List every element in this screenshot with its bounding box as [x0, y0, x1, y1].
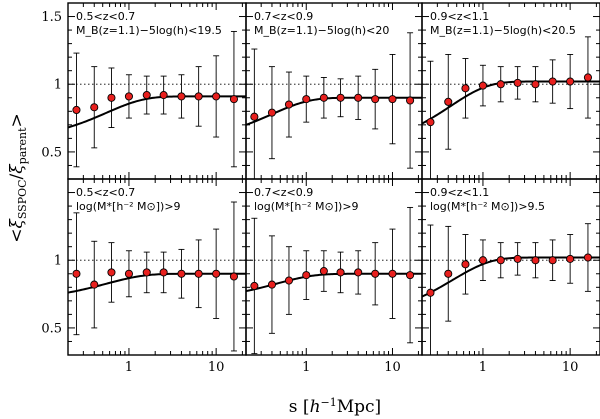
data-point [177, 269, 186, 278]
data-point [478, 81, 487, 90]
data-point [90, 103, 99, 112]
y-axis-title: <ξSSPOC/ξparent> [7, 113, 29, 243]
y-tick-label: 1 [54, 78, 62, 93]
data-point [354, 93, 363, 102]
data-point [267, 108, 277, 117]
data-point [354, 268, 363, 277]
data-point [371, 269, 380, 278]
data-point [302, 271, 311, 280]
data-point [426, 288, 435, 297]
data-point [583, 253, 592, 262]
data-point [336, 268, 345, 277]
data-point [513, 254, 522, 263]
data-point [124, 269, 133, 278]
data-point [159, 268, 168, 277]
x-tick-label: 1 [302, 360, 310, 375]
y-tick-label: 0.5 [41, 145, 62, 160]
data-point [212, 269, 221, 278]
panel-label-selection: log(M*[h⁻² M⊙])>9 [254, 200, 359, 213]
data-point [212, 92, 221, 101]
data-point [142, 268, 151, 277]
data-point [107, 93, 116, 102]
data-point [461, 84, 470, 93]
panel-label-selection: M_B(z=1.1)−5log(h)<20.5 [430, 24, 576, 37]
data-point [194, 92, 203, 101]
x-tick-label: 1 [125, 360, 133, 375]
x-tick-label: 10 [384, 360, 401, 375]
data-point [229, 95, 238, 104]
panel-frame [421, 178, 600, 356]
data-point [548, 77, 557, 86]
data-point [388, 269, 397, 278]
panel-label-range: 0.9<z<1.1 [430, 186, 489, 199]
data-point [250, 281, 259, 291]
data-point [371, 95, 380, 104]
data-point [194, 269, 203, 278]
data-point [124, 92, 133, 101]
panel-label-range: 0.5<z<0.7 [76, 10, 135, 23]
data-point [406, 96, 415, 105]
panel-label-selection: M_B(z=1.1)−5log(h)<20 [254, 24, 389, 37]
data-point [444, 97, 453, 106]
data-point [531, 256, 540, 265]
panel-label-range: 0.5<z<0.7 [76, 186, 135, 199]
x-tick-label: 10 [208, 360, 225, 375]
panel-label-range: 0.7<z<0.9 [254, 10, 313, 23]
x-tick-label: 1 [479, 360, 487, 375]
data-point [496, 256, 505, 265]
panel-1: 0.5 1 1.5 0.5<z<0.7M_B(z=1.1)−5log(h)<19.5 [41, 2, 247, 180]
panel-label-selection: log(M*[h⁻² M⊙])>9.5 [430, 200, 545, 213]
data-point [319, 93, 328, 102]
data-point [336, 93, 345, 102]
data-point [159, 91, 168, 100]
data-point [142, 91, 151, 100]
data-point [513, 78, 522, 87]
panel-3: 0.9<z<1.1M_B(z=1.1)−5log(h)<20.5 [421, 2, 600, 180]
y-tick-label: 1 [54, 254, 62, 269]
data-point [566, 254, 575, 263]
data-point [90, 280, 99, 289]
data-point [406, 271, 415, 280]
data-point [583, 73, 592, 82]
data-point [478, 256, 487, 265]
data-point [531, 80, 540, 89]
data-point [566, 77, 575, 86]
x-tick-label: 10 [562, 360, 579, 375]
data-point [388, 95, 397, 104]
data-point [284, 100, 294, 109]
y-tick-label: 0.5 [41, 321, 62, 336]
x-axis-title: s [h−1Mpc] [289, 396, 381, 417]
panel-2: 0.7<z<0.9M_B(z=1.1)−5log(h)<20 [245, 2, 423, 180]
panel-label-selection: log(M*[h⁻² M⊙])>9 [76, 200, 181, 213]
y-tick-label: 1.5 [41, 10, 62, 25]
data-point [461, 260, 470, 269]
data-point [72, 269, 81, 278]
panel-label-range: 0.9<z<1.1 [430, 10, 489, 23]
data-point [496, 80, 505, 89]
data-point [229, 272, 238, 281]
data-point [107, 268, 116, 277]
data-point [284, 276, 294, 285]
data-point [267, 280, 277, 289]
data-point [177, 92, 186, 101]
data-point [548, 256, 557, 265]
data-point [426, 118, 435, 127]
panel-label-selection: M_B(z=1.1)−5log(h)<19.5 [76, 24, 222, 37]
data-point [72, 105, 81, 115]
data-point [319, 267, 328, 276]
panel-label-range: 0.7<z<0.9 [254, 186, 313, 199]
data-point [444, 269, 453, 278]
data-point [250, 112, 259, 121]
data-point [302, 95, 311, 104]
fit-curve [68, 95, 246, 129]
